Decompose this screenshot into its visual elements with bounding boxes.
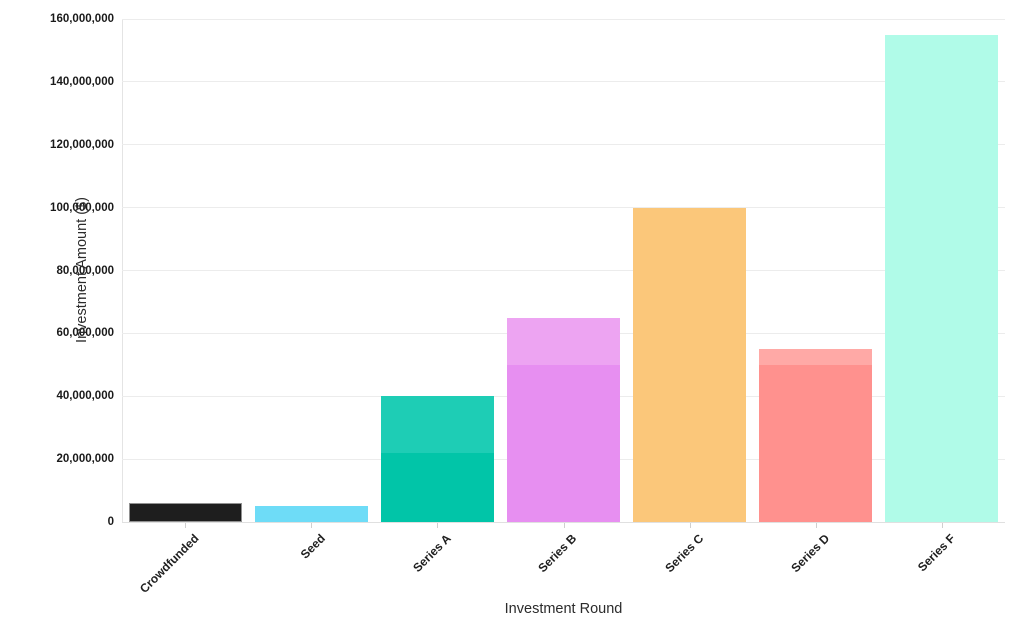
y-gridline — [122, 81, 1005, 83]
bar-series-b[interactable] — [507, 317, 620, 522]
bar-lower-shade-series-b — [507, 364, 620, 522]
x-axis-title: Investment Round — [504, 601, 623, 617]
y-tick-label: 0 — [107, 516, 114, 528]
y-gridline — [122, 521, 1005, 523]
x-tick-label-series-b: Series B — [535, 531, 580, 576]
x-tick-mark — [311, 523, 313, 528]
bar-lower-shade-series-d — [759, 364, 873, 522]
bar-series-f[interactable] — [885, 34, 999, 522]
x-tick-label-series-c: Series C — [661, 531, 706, 576]
x-tick-mark — [941, 523, 943, 528]
bar-seed[interactable] — [254, 506, 368, 522]
x-tick-label-seed: Seed — [297, 531, 328, 562]
x-tick-label-series-f: Series F — [915, 531, 959, 575]
y-tick-label: 20,000,000 — [56, 453, 114, 466]
y-tick-label: 100,000,000 — [50, 201, 114, 214]
y-axis-title: Investment Amount ($) — [74, 197, 90, 343]
x-tick-mark — [185, 523, 187, 528]
bar-crowdfunded[interactable] — [128, 503, 242, 522]
y-tick-label: 160,000,000 — [50, 13, 114, 25]
y-gridline — [122, 144, 1005, 146]
x-tick-mark — [689, 523, 691, 528]
y-tick-label: 40,000,000 — [56, 390, 114, 403]
x-tick-mark — [437, 523, 439, 528]
x-tick-mark — [815, 523, 817, 528]
y-tick-label: 120,000,000 — [50, 138, 114, 151]
bar-series-d[interactable] — [759, 349, 873, 522]
y-tick-label: 80,000,000 — [56, 264, 114, 277]
bar-series-a[interactable] — [380, 396, 494, 522]
x-tick-label-series-a: Series A — [409, 531, 454, 575]
y-tick-label: 140,000,000 — [50, 75, 114, 88]
y-gridline — [122, 270, 1005, 271]
bar-lower-shade-series-a — [380, 452, 494, 522]
x-tick-label-crowdfunded: Crowdfunded — [136, 531, 202, 596]
bar-series-c[interactable] — [633, 207, 747, 522]
y-tick-label: 60,000,000 — [56, 327, 114, 340]
y-gridline — [122, 207, 1005, 209]
y-gridline — [122, 18, 1005, 20]
x-tick-mark — [563, 523, 565, 528]
x-tick-label-series-d: Series D — [788, 531, 832, 576]
